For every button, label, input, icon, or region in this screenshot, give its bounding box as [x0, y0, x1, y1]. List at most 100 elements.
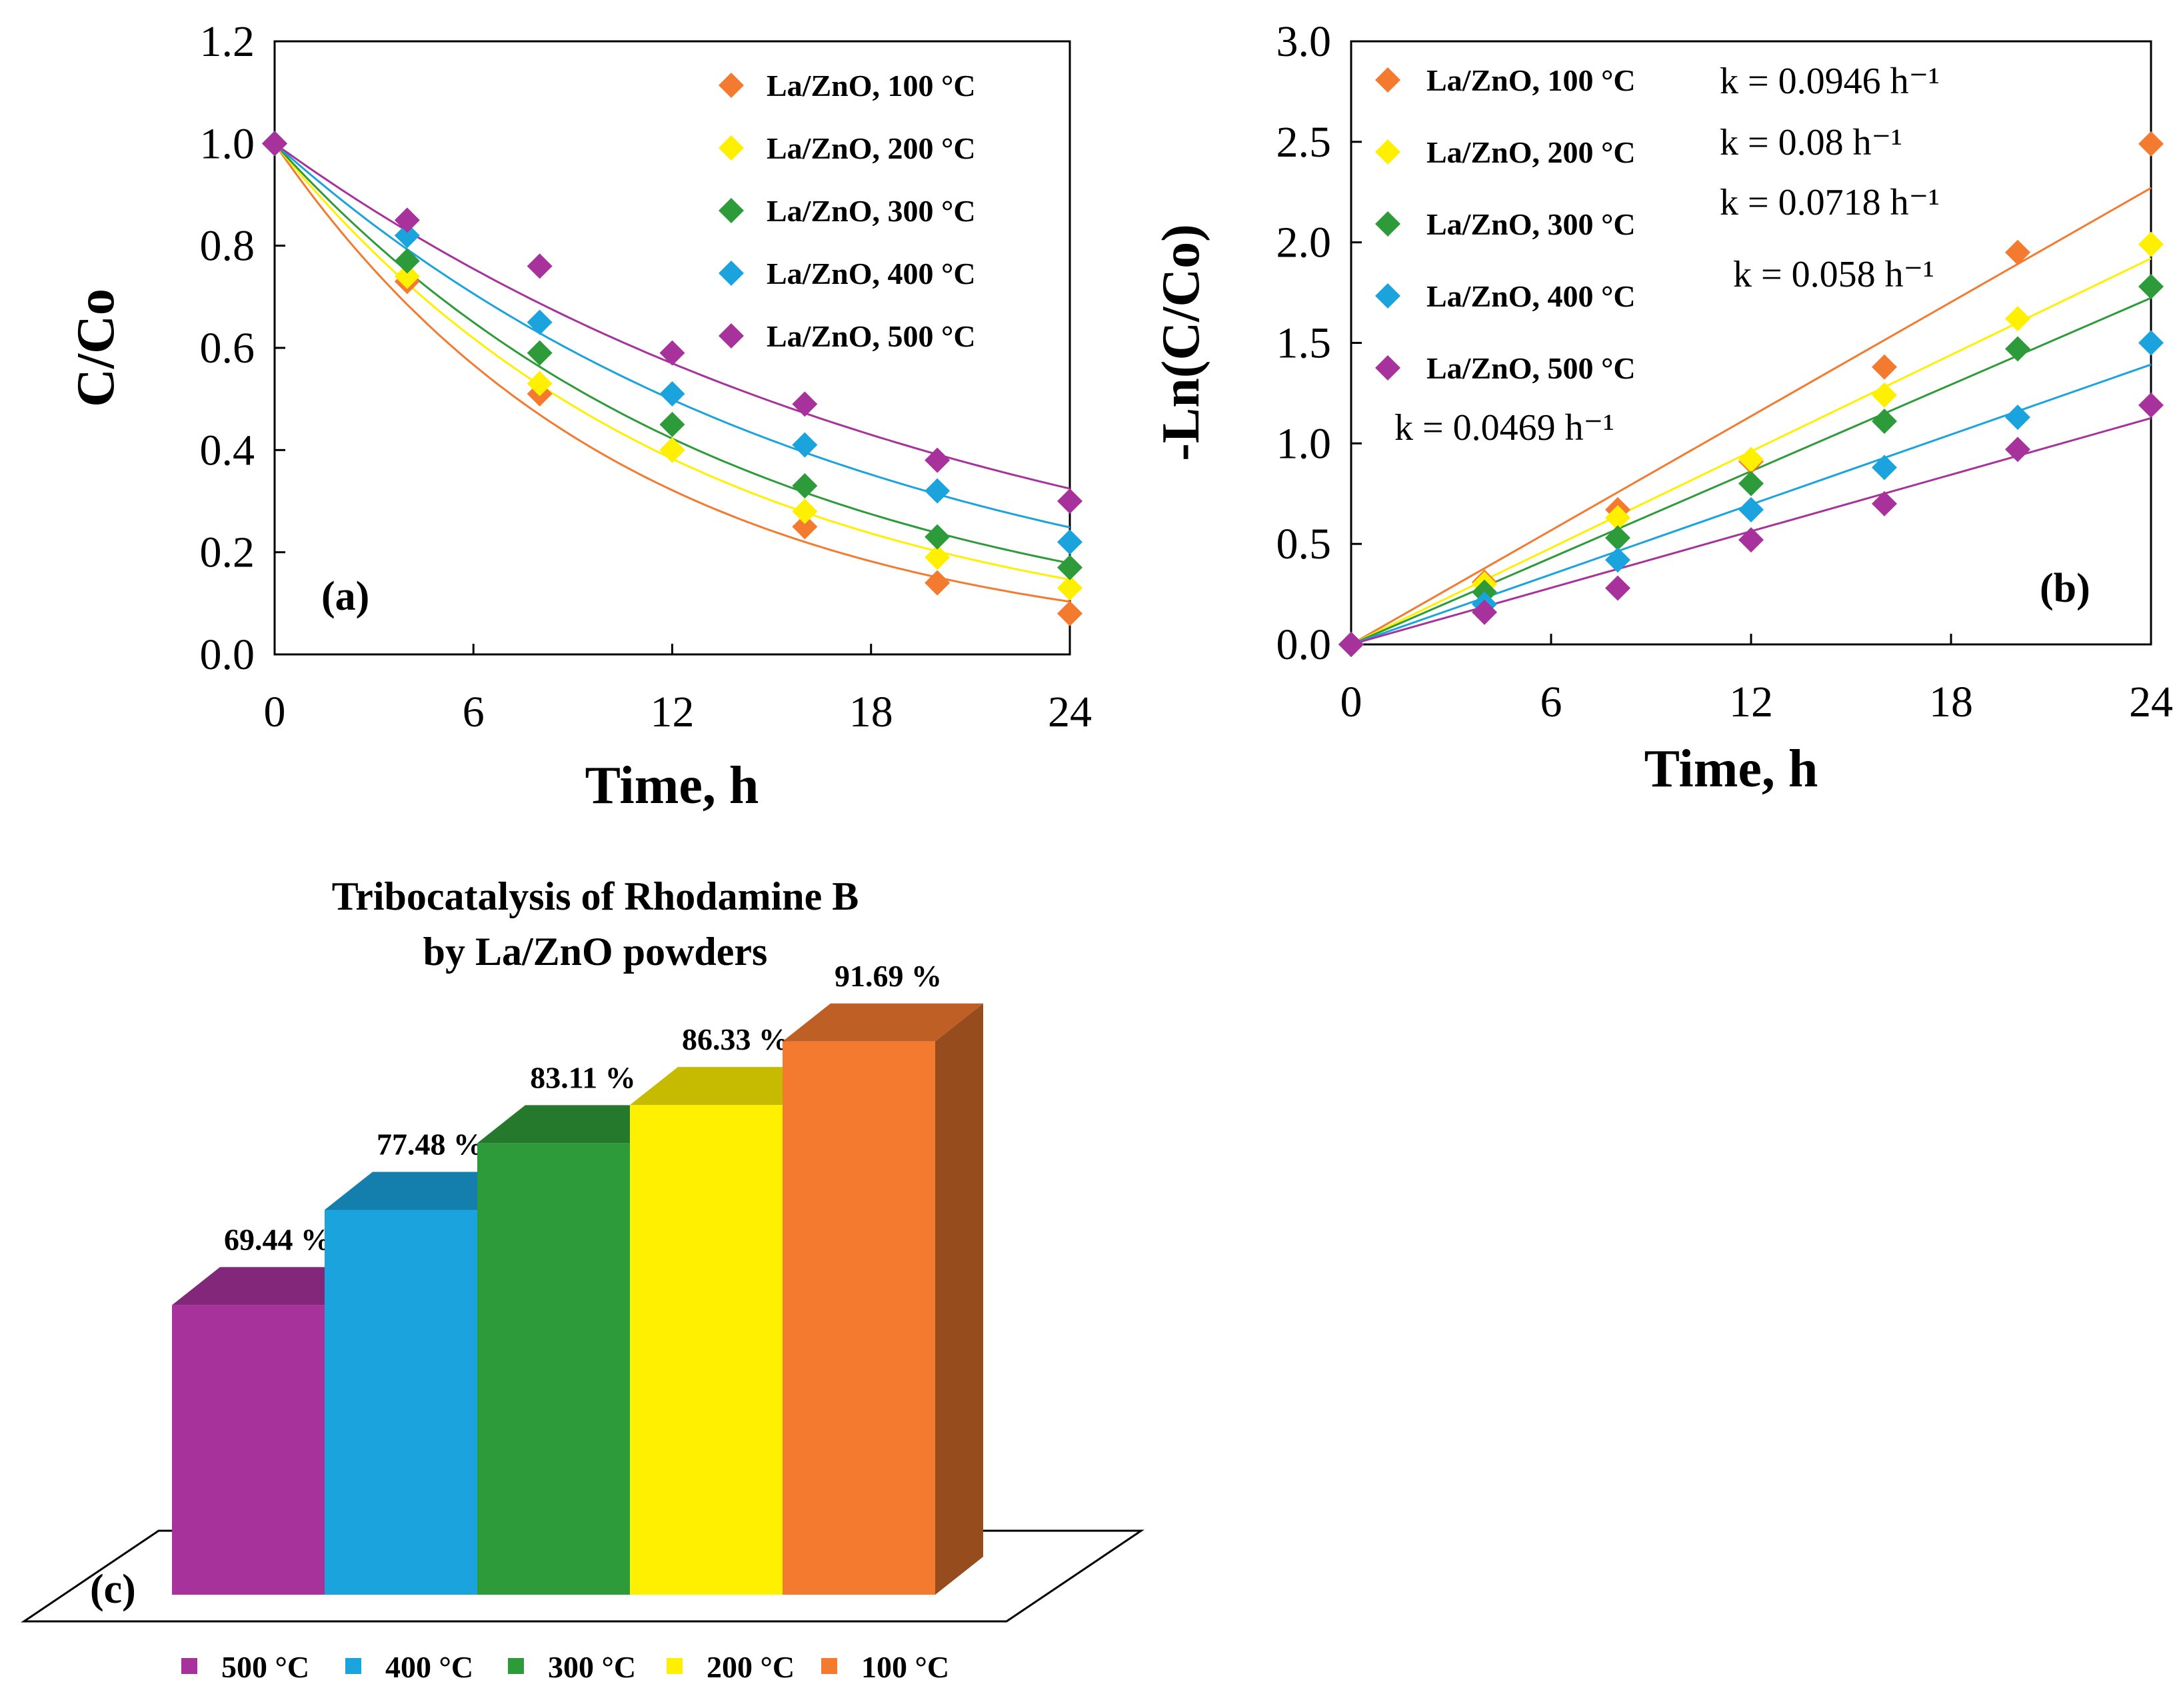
data-point-a-200	[394, 263, 420, 289]
panel-label-c: (c)	[90, 1567, 136, 1612]
data-point-b-500	[1872, 490, 1897, 516]
data-point-a-400	[792, 432, 818, 458]
data-point-b-400	[1605, 547, 1630, 573]
legend-label-b-200: La/ZnO, 200 °C	[1426, 135, 1636, 169]
bar-title-line-1: Tribocatalysis of Rhodamine B	[332, 874, 859, 918]
data-point-a-400	[1057, 529, 1083, 555]
data-point-a-200	[792, 498, 818, 524]
x-tick-label-a: 6	[463, 688, 485, 736]
legend-label-c-200: 200 °C	[707, 1650, 795, 1684]
legend-label-b-100: La/ZnO, 100 °C	[1426, 63, 1636, 97]
bar-300	[477, 1143, 630, 1595]
y-tick-label-b: 1.5	[1276, 319, 1332, 368]
y-tick-label-b: 3.0	[1276, 17, 1332, 66]
data-point-b-500	[2005, 436, 2030, 462]
legend-marker-a-200	[719, 135, 744, 161]
legend-marker-b-400	[1375, 283, 1400, 309]
bar-title-line-2: by La/ZnO powders	[423, 930, 768, 974]
data-point-b-100	[1872, 354, 1897, 380]
y-axis-title-a: C/Co	[67, 289, 125, 407]
data-point-a-500	[394, 207, 420, 233]
legend-swatch-c-100	[821, 1658, 837, 1674]
x-tick-label-a: 0	[264, 688, 286, 736]
bar-top-300	[477, 1105, 678, 1144]
legend-swatch-c-300	[508, 1658, 524, 1674]
data-point-b-400	[2005, 405, 2030, 430]
rate-constant-label-500: k = 0.0469 h⁻¹	[1394, 407, 1614, 448]
data-point-a-100	[792, 514, 818, 540]
data-point-a-300	[394, 248, 420, 274]
data-point-a-100	[925, 570, 951, 596]
bar-400	[325, 1210, 477, 1595]
legend-label-a-400: La/ZnO, 400 °C	[767, 257, 976, 291]
data-point-b-500	[1738, 527, 1764, 553]
y-axis-title-b: -Ln(C/Co)	[1152, 224, 1210, 461]
bar-value-label-200: 86.33 %	[682, 1022, 789, 1056]
data-point-a-200	[925, 544, 951, 570]
legend-label-a-100: La/ZnO, 100 °C	[767, 69, 976, 103]
y-tick-label-a: 0.4	[200, 426, 255, 474]
legend-label-c-300: 300 °C	[548, 1650, 636, 1684]
data-point-a-300	[792, 473, 818, 498]
data-point-b-100	[2138, 131, 2164, 157]
x-tick-label-a: 24	[1048, 688, 1092, 736]
chart-panel-a: 0.0 0.2 0.4 0.6 0.8 1.0 1.2 0 6 12 18 24 La/ZnO, 10…	[67, 17, 1092, 815]
legend-swatch-c-500	[181, 1658, 197, 1674]
bar-value-label-500: 69.44 %	[224, 1222, 331, 1256]
y-tick-label-a: 0.8	[200, 222, 255, 271]
y-tick-label-b: 0.0	[1276, 620, 1332, 669]
legend-marker-b-500	[1375, 355, 1400, 381]
data-point-b-200	[1738, 446, 1764, 472]
data-point-a-500	[1057, 488, 1083, 514]
rate-constant-label-400: k = 0.058 h⁻¹	[1733, 254, 1934, 295]
data-point-b-200	[1605, 504, 1630, 530]
data-point-a-500	[659, 340, 685, 366]
data-point-b-300	[1872, 409, 1897, 434]
x-tick-label-b: 6	[1540, 678, 1562, 726]
data-point-b-300	[2138, 274, 2164, 300]
legend-swatch-c-400	[345, 1658, 361, 1674]
data-point-b-300	[2005, 336, 2030, 362]
x-axis-title-b: Time, h	[1644, 740, 1818, 798]
bar-side-100	[935, 1003, 983, 1595]
bar-200	[630, 1105, 783, 1595]
data-point-b-300	[1738, 470, 1764, 496]
y-tick-label-a: 0.6	[200, 324, 255, 373]
data-point-b-500	[1472, 599, 1497, 625]
data-point-b-200	[2138, 231, 2164, 257]
y-tick-label-b: 1.0	[1276, 419, 1332, 468]
legend-marker-b-300	[1375, 211, 1400, 237]
legend-label-a-500: La/ZnO, 500 °C	[767, 319, 976, 353]
rate-constant-label-300: k = 0.0718 h⁻¹	[1720, 182, 1940, 223]
data-point-a-300	[925, 524, 951, 550]
legend-label-c-500: 500 °C	[221, 1650, 309, 1684]
y-tick-label-b: 2.5	[1276, 118, 1332, 167]
legend-label-b-500: La/ZnO, 500 °C	[1426, 351, 1636, 385]
bar-500	[172, 1305, 325, 1595]
data-point-b-400	[1872, 454, 1897, 480]
y-tick-label-b: 0.5	[1276, 520, 1332, 568]
data-point-a-300	[659, 412, 685, 437]
bar-value-label-300: 83.11 %	[530, 1060, 635, 1094]
legend-swatch-c-200	[667, 1658, 683, 1674]
legend-label-a-200: La/ZnO, 200 °C	[767, 131, 976, 165]
x-axis-title-a: Time, h	[585, 756, 759, 815]
x-tick-label-a: 18	[849, 688, 893, 736]
data-point-a-200	[527, 371, 553, 397]
rate-constant-label-200: k = 0.08 h⁻¹	[1720, 122, 1902, 163]
data-point-b-500	[1605, 575, 1630, 601]
x-tick-label-b: 0	[1340, 678, 1362, 726]
bar-value-label-400: 77.48 %	[377, 1127, 484, 1161]
data-point-a-200	[1057, 575, 1083, 601]
data-point-a-400	[659, 381, 685, 407]
bar-top-400	[325, 1172, 525, 1210]
rate-constant-label-100: k = 0.0946 h⁻¹	[1720, 61, 1940, 102]
x-tick-label-b: 24	[2129, 678, 2173, 726]
bar-top-200	[630, 1067, 831, 1106]
data-point-a-400	[925, 478, 951, 504]
data-point-b-200	[2005, 306, 2030, 332]
x-tick-label-a: 12	[651, 688, 695, 736]
bar-100	[783, 1041, 935, 1595]
data-point-a-400	[394, 223, 420, 249]
legend-label-b-400: La/ZnO, 400 °C	[1426, 279, 1636, 313]
